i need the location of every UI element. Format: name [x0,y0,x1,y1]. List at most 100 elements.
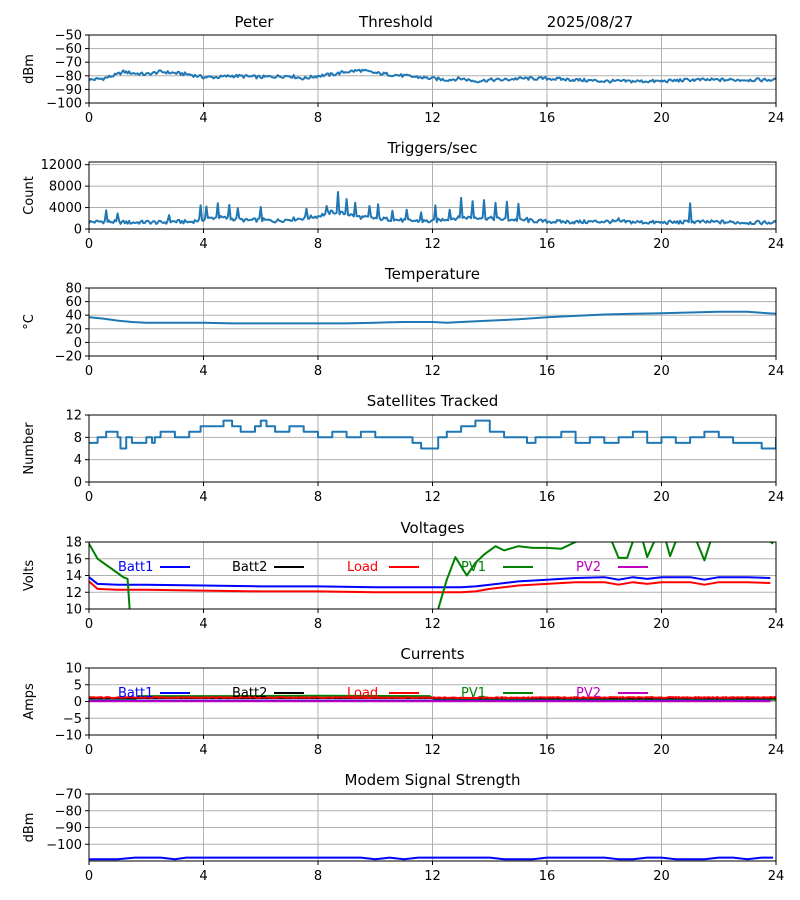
panel-triggers: 0 4 8 12 16 20 24 0 4000 8000 12000 Triggers/sec Cou… [22,139,784,252]
x-tick-label: 16 [539,869,556,884]
x-tick-label: 0 [85,111,93,126]
y-tick-label: −80 [55,69,82,84]
y-tick-label: 10 [65,662,82,677]
legend-label: PV2 [576,560,601,575]
x-tick-label: 8 [314,743,322,758]
x-tick-label: 20 [653,111,670,126]
x-tick-label: 20 [653,364,670,379]
plot-area [89,191,776,226]
panel-threshold: 0 4 8 12 16 20 24 −50−60−70−80−90−100 dBm [22,29,784,127]
y-tick-label: 10 [65,603,82,618]
x-tick-label: 16 [539,617,556,632]
y-axis-label: Amps [22,683,37,720]
x-tick-label: 20 [653,869,670,884]
x-tick-label: 0 [85,490,93,505]
x-tick-label: 12 [424,237,441,252]
plot-area [89,68,776,84]
y-tick-label: 12 [65,586,82,601]
legend-label: Batt2 [232,560,267,575]
panel-satellites: 0 4 8 12 16 20 24 0 4 8 12 Satellites Tracked Number [22,392,784,505]
y-tick-label: 80 [65,282,82,297]
y-tick-label: 20 [65,322,82,337]
plot-area [89,694,776,703]
legend-label: PV1 [461,560,486,575]
station-name: Peter [234,13,274,31]
x-tick-label: 16 [539,490,556,505]
x-tick-label: 12 [424,743,441,758]
series-line-pv1 [89,542,774,609]
x-tick-label: 24 [768,111,785,126]
x-tick-label: 24 [768,617,785,632]
legend-label: Batt1 [118,560,153,575]
x-tick-label: 4 [199,237,207,252]
x-tick-label: 8 [314,364,322,379]
x-tick-label: 24 [768,743,785,758]
figure-header: Peter Threshold 2025/08/27 [234,13,633,31]
x-tick-label: 16 [539,237,556,252]
legend-label: PV2 [576,686,601,701]
x-tick-label: 0 [85,743,93,758]
x-tick-label: 20 [653,490,670,505]
legend-label: Batt2 [232,686,267,701]
y-tick-label: −70 [55,56,82,71]
chart-title: Satellites Tracked [367,392,498,410]
y-axis-label: dBm [22,813,37,843]
y-tick-label: −70 [55,788,82,803]
y-tick-label: −90 [55,83,82,98]
y-tick-label: 8000 [49,180,82,195]
y-axis-label: °C [22,314,37,330]
x-tick-label: 20 [653,617,670,632]
chart-title: Voltages [400,519,464,537]
series-line-temperature [89,310,776,325]
chart-title: Modem Signal Strength [345,771,521,789]
y-tick-label: 14 [65,569,82,584]
plot-area [89,419,776,450]
x-tick-label: 4 [199,743,207,758]
x-tick-label: 20 [653,237,670,252]
series-line-batt1 [89,576,771,589]
y-tick-label: 4000 [49,201,82,216]
y-axis-label: dBm [22,54,37,84]
legend-label: Batt1 [118,686,153,701]
series-line-satellites [89,419,776,450]
panel-currents: 0 4 8 12 16 20 24 105 0 −5 −10 Currents Amps Batt1 Bat… [22,645,784,758]
x-tick-label: 16 [539,364,556,379]
y-tick-label: 18 [65,536,82,551]
x-tick-label: 8 [314,111,322,126]
x-tick-label: 4 [199,364,207,379]
y-tick-label: −60 [55,42,82,57]
y-tick-label: 4 [74,453,82,468]
series-line-triggers [89,191,776,226]
legend-label: Load [347,560,378,575]
series-line-load [89,696,776,700]
x-tick-label: 12 [424,869,441,884]
y-tick-label: −5 [63,712,82,727]
x-tick-label: 4 [199,617,207,632]
x-tick-label: 16 [539,743,556,758]
y-axis-label: Count [22,176,37,215]
x-tick-label: 24 [768,237,785,252]
legend-label: Load [347,686,378,701]
x-tick-label: 0 [85,364,93,379]
y-tick-label: −100 [46,838,82,853]
y-tick-label: −20 [55,350,82,365]
y-axis-label: Volts [22,560,37,592]
y-tick-label: 40 [65,309,82,324]
series-line-threshold [89,68,776,84]
x-tick-label: 4 [199,490,207,505]
x-tick-label: 16 [539,111,556,126]
panel-modem: 0 4 8 12 16 20 24 −70−80 −90 −100 Modem Signal Str… [22,771,784,884]
chart-title: Currents [400,645,464,663]
series-line-pv1 [89,694,776,702]
y-tick-label: 0 [74,476,82,491]
x-tick-label: 24 [768,364,785,379]
y-tick-label: 12000 [41,158,82,173]
report-date: 2025/08/27 [547,13,633,31]
y-axis-label: Number [22,422,37,475]
x-tick-label: 24 [768,869,785,884]
x-tick-label: 12 [424,111,441,126]
x-tick-label: 8 [314,869,322,884]
